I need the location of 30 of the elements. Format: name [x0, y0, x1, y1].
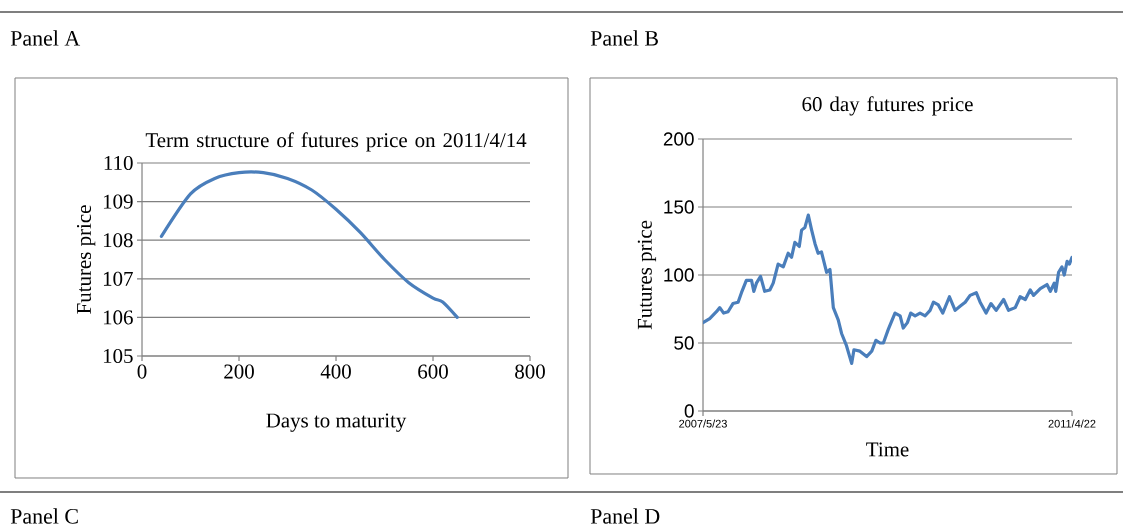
y-tick-label: 109 — [103, 194, 133, 209]
y-tick-label: 0 — [684, 404, 694, 418]
x-axis-title: Time — [866, 442, 909, 457]
text: Panel B — [590, 30, 658, 46]
x-tick-label: 0 — [137, 364, 147, 379]
x-tick-label: 400 — [320, 364, 351, 379]
text: Panel A — [10, 30, 81, 46]
x-tick-label: 200 — [224, 364, 254, 379]
x-tick-label: 2011/4/22 — [1048, 419, 1096, 428]
chart-title: Term structure of futures price on 2011/4/14 — [145, 132, 527, 152]
text: Panel C — [10, 508, 78, 524]
line-series — [159, 170, 459, 319]
y-tick-label: 107 — [103, 271, 133, 286]
y-tick-label: 106 — [103, 310, 133, 325]
x-tick-label: 2007/5/23 — [679, 419, 727, 428]
line-series — [703, 213, 1073, 365]
y-tick-label: 100 — [664, 268, 694, 282]
y-tick-label: 50 — [674, 336, 694, 350]
x-axis-title: Days to maturity — [266, 413, 407, 432]
x-tick-label: 800 — [515, 364, 545, 379]
y-axis-title: Futures price — [637, 220, 657, 330]
chart-title: 60 day futures price — [802, 96, 973, 116]
text: Panel D — [590, 508, 660, 524]
y-tick-label: 150 — [664, 200, 694, 214]
x-tick-label: 600 — [418, 364, 448, 379]
y-tick-label: 108 — [103, 233, 133, 248]
y-tick-label: 200 — [663, 132, 694, 146]
y-tick-label: 105 — [103, 348, 133, 364]
y-tick-label: 110 — [104, 155, 133, 171]
y-axis-title: Futures price — [76, 205, 96, 314]
